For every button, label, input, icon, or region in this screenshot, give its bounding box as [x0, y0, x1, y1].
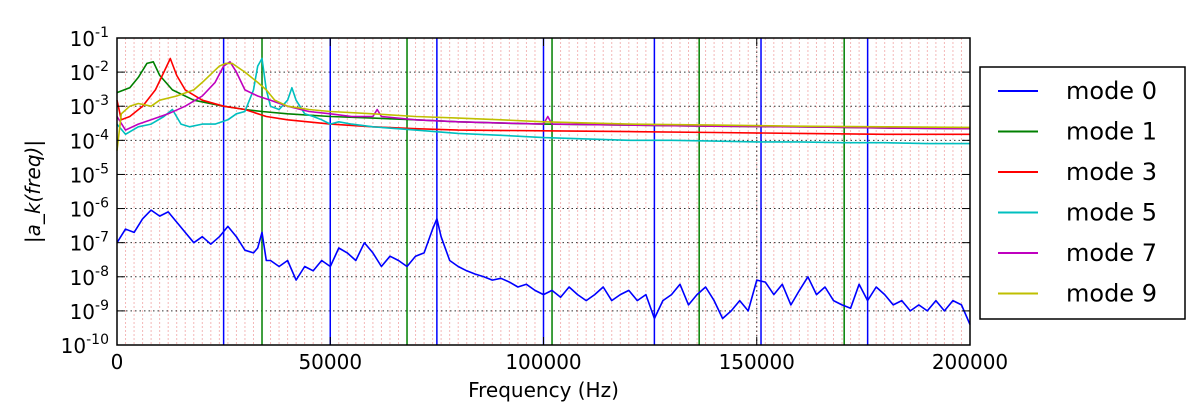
legend-label: mode 0	[1066, 77, 1157, 105]
y-tick-label: 10-4	[70, 127, 110, 153]
y-tick-label: 10-3	[70, 93, 109, 119]
y-tick-label: 10-2	[70, 59, 109, 85]
y-tick-exponent: -8	[95, 264, 109, 280]
y-tick-base: 10	[70, 95, 95, 119]
y-axis-label: |a_k(freq)|	[21, 140, 45, 243]
x-tick-labels: 0 50000 100000 150000 200000	[111, 350, 1009, 374]
y-tick-label: 10-6	[70, 196, 110, 222]
y-tick-exponent: -5	[95, 161, 109, 177]
y-tick-exponent: -6	[95, 196, 109, 212]
y-tick-base: 10	[70, 27, 95, 51]
axis-ticks	[116, 37, 971, 346]
y-tick-label: 10-7	[70, 230, 109, 256]
y-tick-label: 10-8	[70, 264, 109, 290]
y-tick-base: 10	[70, 266, 95, 290]
y-tick-exponent: -9	[95, 298, 109, 314]
legend-label: mode 3	[1066, 158, 1157, 186]
series-line	[116, 209, 971, 325]
y-tick-base: 10	[70, 61, 95, 85]
y-tick-base: 10	[70, 232, 95, 256]
y-tick-exponent: -2	[95, 59, 109, 75]
legend-label: mode 5	[1066, 199, 1157, 227]
y-tick-exponent: -10	[86, 332, 109, 348]
legend-label: mode 1	[1066, 118, 1157, 146]
y-tick-label: 10-1	[70, 25, 109, 51]
x-tick-label: 200000	[932, 350, 1008, 374]
y-tick-label: 10-5	[70, 161, 109, 187]
series-line	[116, 62, 971, 151]
y-tick-exponent: -3	[95, 93, 109, 109]
series-line	[116, 57, 970, 136]
x-tick-label: 0	[111, 350, 124, 374]
legend-label: mode 7	[1066, 239, 1157, 267]
legend-label: mode 9	[1066, 280, 1157, 308]
x-tick-label: 100000	[505, 350, 581, 374]
legend: mode 0 mode 1 mode 3 mode 5 mode 7 mode 9	[979, 66, 1186, 320]
x-tick-label: 50000	[298, 350, 362, 374]
y-tick-base: 10	[70, 163, 95, 187]
y-tick-labels: 10-1010-910-810-710-610-510-410-310-210-…	[61, 25, 109, 358]
y-tick-base: 10	[61, 334, 86, 358]
y-tick-base: 10	[70, 198, 95, 222]
legend-box	[979, 66, 1186, 320]
series-line	[116, 57, 970, 145]
x-tick-label: 150000	[719, 350, 795, 374]
y-tick-base: 10	[70, 300, 95, 324]
x-axis-label: Frequency (Hz)	[468, 378, 619, 402]
series-line	[116, 60, 971, 131]
y-tick-label: 10-10	[61, 332, 109, 358]
y-tick-exponent: -7	[95, 230, 109, 246]
y-tick-exponent: -1	[95, 25, 109, 41]
series-lines	[116, 57, 971, 325]
y-tick-base: 10	[70, 129, 95, 153]
y-tick-exponent: -4	[95, 127, 109, 143]
y-tick-label: 10-9	[70, 298, 109, 324]
harmonic-lines	[222, 38, 869, 345]
